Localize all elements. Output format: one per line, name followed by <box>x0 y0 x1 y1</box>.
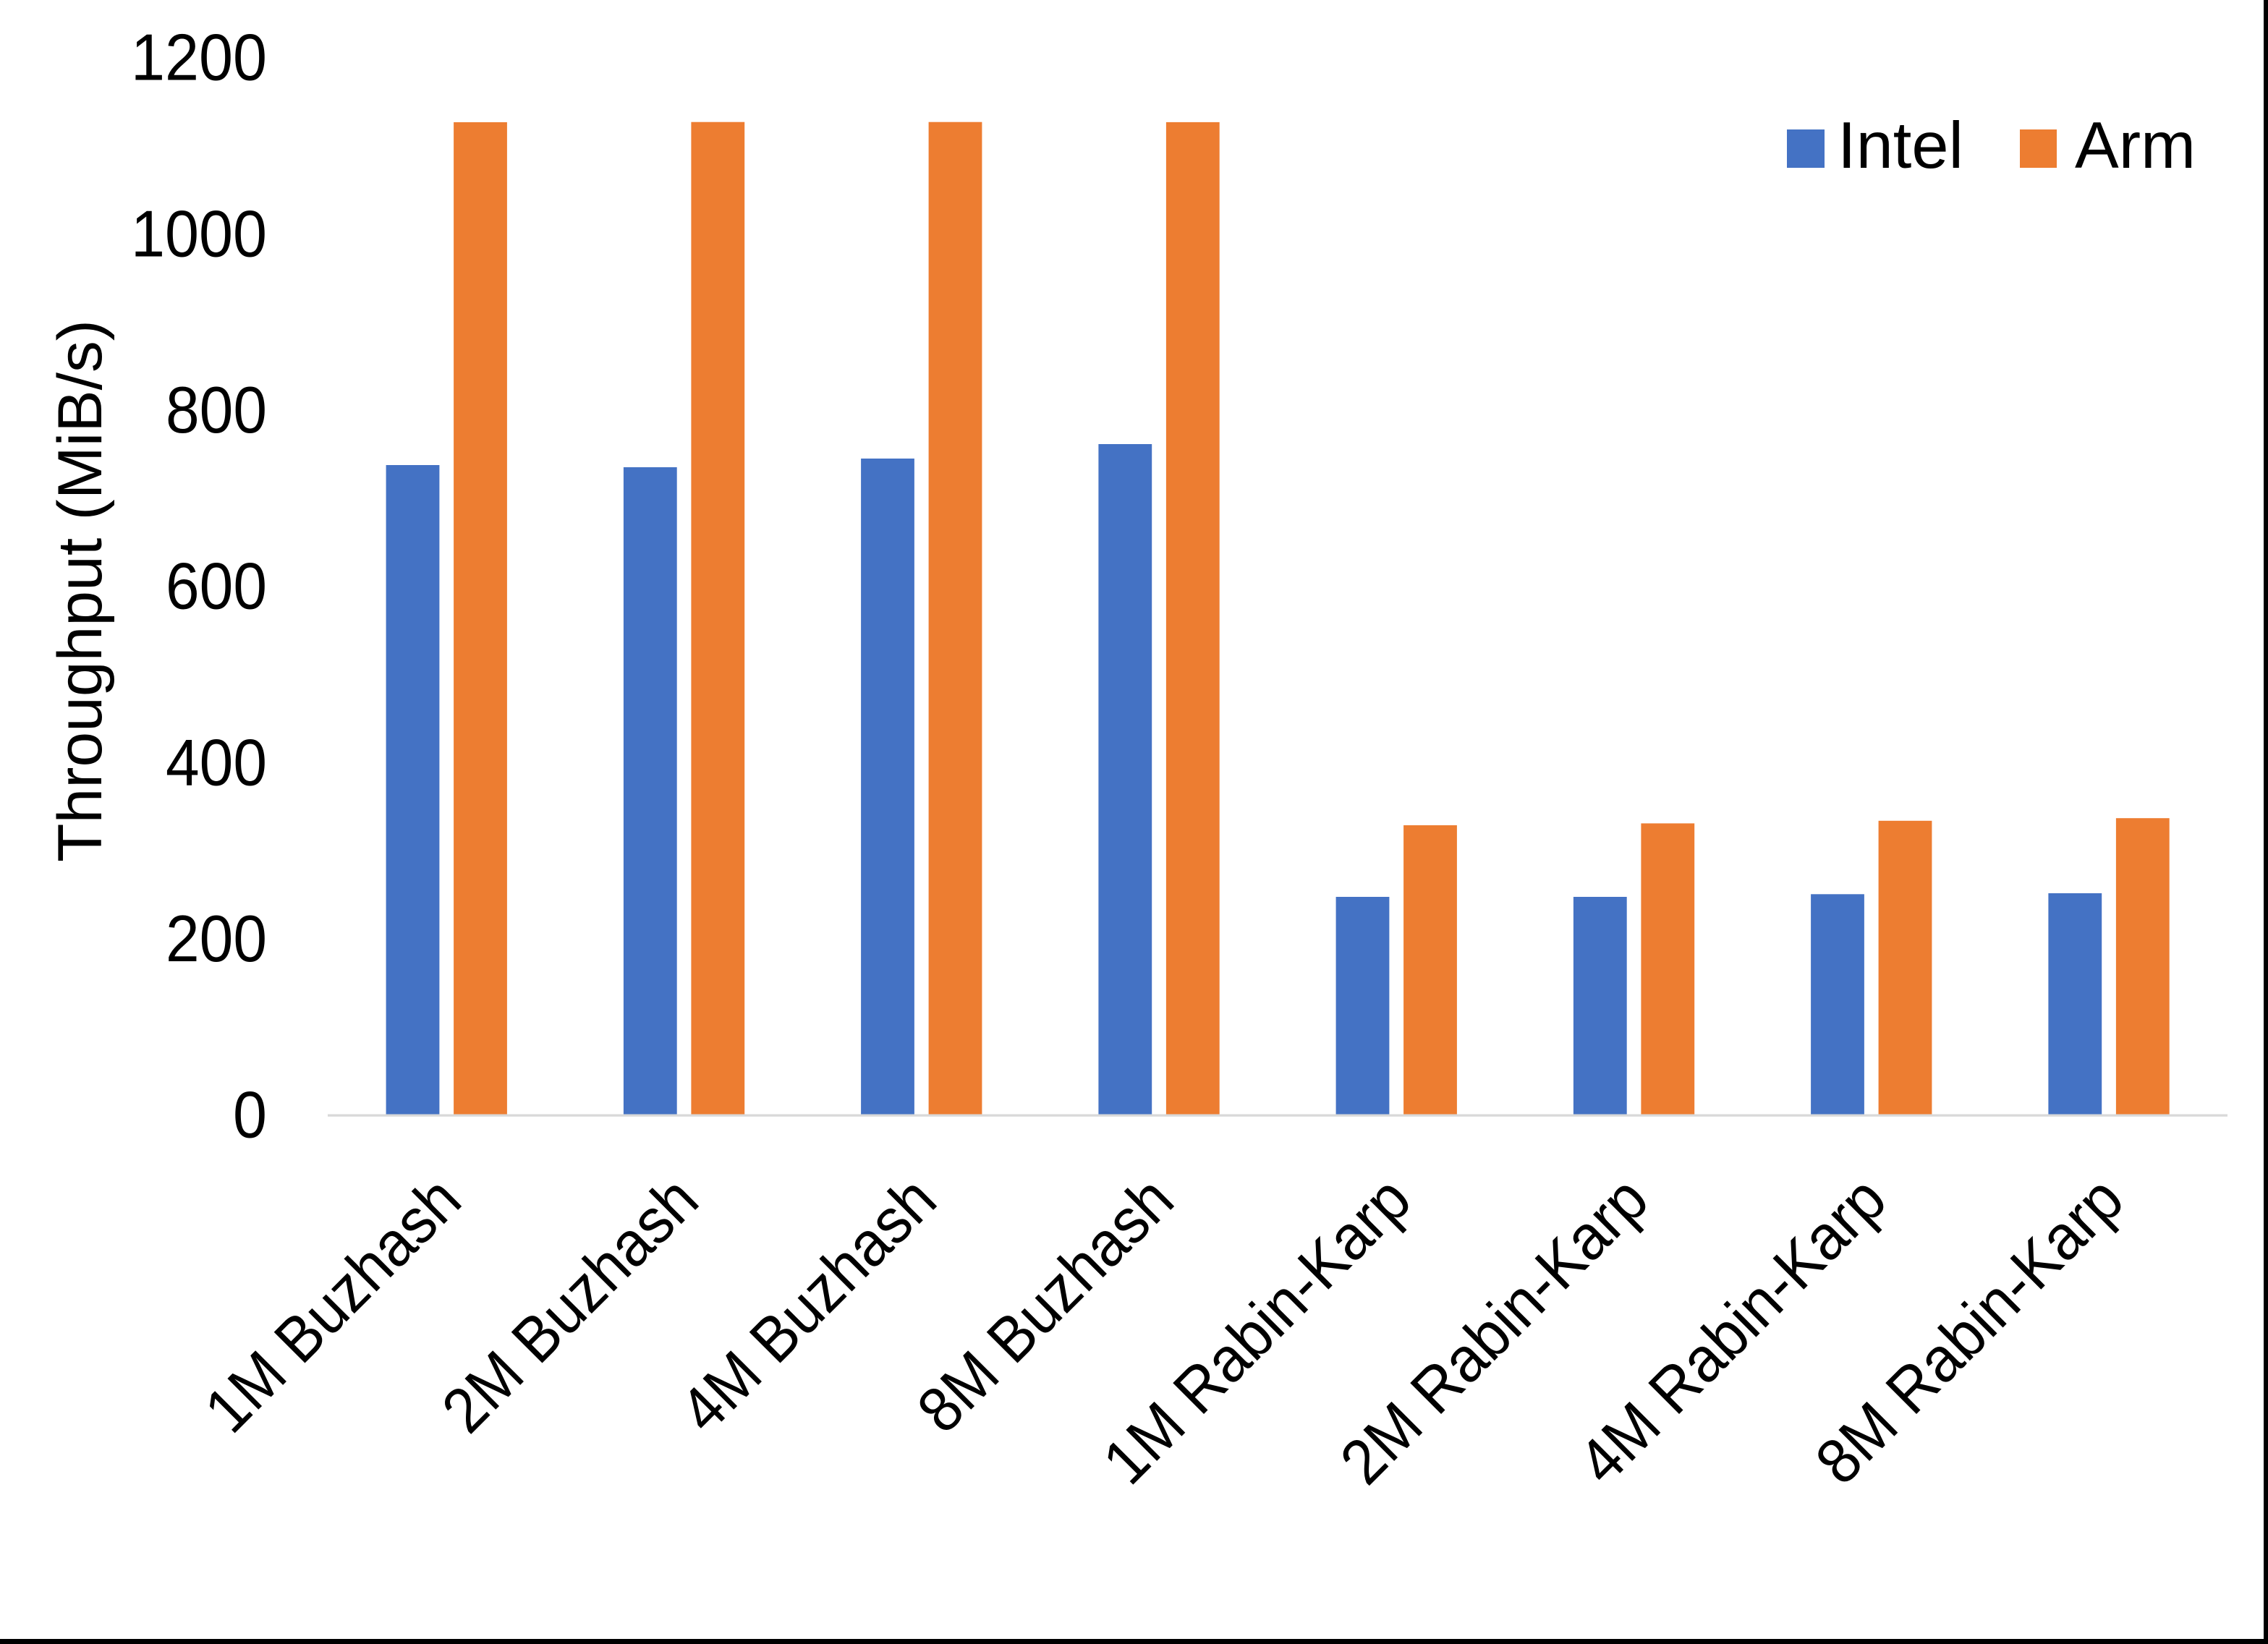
svg-text:1200: 1200 <box>131 22 267 95</box>
svg-text:400: 400 <box>166 727 267 800</box>
svg-text:0: 0 <box>233 1079 267 1152</box>
svg-text:1000: 1000 <box>131 198 267 271</box>
svg-text:200: 200 <box>166 903 267 976</box>
svg-text:Arm: Arm <box>2075 109 2196 182</box>
svg-text:Intel: Intel <box>1838 109 1963 182</box>
svg-text:Throughput (MiB/s): Throughput (MiB/s) <box>46 320 115 862</box>
svg-text:800: 800 <box>166 374 267 447</box>
svg-text:600: 600 <box>166 550 267 623</box>
